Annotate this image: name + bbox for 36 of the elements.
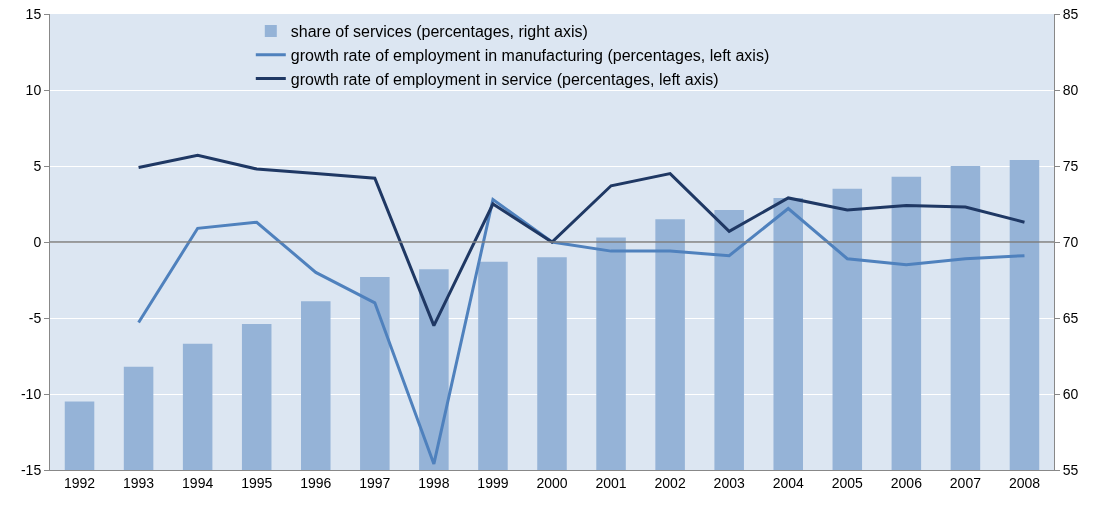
- y-tick-label: 5: [33, 157, 42, 174]
- x-tick-label: 1996: [300, 474, 332, 491]
- legend-label: share of services (percentages, right axis): [290, 23, 588, 41]
- y-tick-label: 10: [25, 81, 42, 98]
- y2-tick-label: 55: [1062, 461, 1079, 478]
- x-tick-label: 1992: [63, 474, 96, 491]
- legend-label: growth rate of employment in manufacturing (percentages, left axis): [290, 46, 770, 64]
- x-tick-label: 2003: [713, 474, 745, 491]
- x-tick-label: 2001: [595, 474, 627, 491]
- x-tick-label: 1997: [359, 474, 391, 491]
- x-tick-label: 2007: [949, 474, 982, 491]
- y-tick-label: -15: [20, 461, 42, 478]
- y-tick-label: 15: [25, 5, 42, 22]
- x-tick-label: 2006: [890, 474, 923, 491]
- y-tick-label: 0: [33, 233, 42, 250]
- x-tick-label: 1993: [123, 474, 155, 491]
- x-tick-label: 1998: [418, 474, 450, 491]
- line-series: [137, 153, 1026, 328]
- y2-tick-label: 85: [1062, 5, 1079, 22]
- x-tick-label: 2000: [536, 474, 568, 491]
- x-tick-label: 1999: [477, 474, 509, 491]
- x-tick-label: 2005: [831, 474, 864, 491]
- y2-tick-label: 80: [1062, 81, 1079, 98]
- x-tick-label: 1994: [182, 474, 214, 491]
- y-tick-label: -5: [28, 309, 42, 326]
- y2-tick-label: 70: [1062, 233, 1079, 250]
- y2-tick-label: 75: [1062, 157, 1079, 174]
- y-tick-label: -10: [20, 385, 42, 402]
- legend-label: growth rate of employment in service (percentages, left axis): [290, 70, 719, 88]
- x-tick-label: 1995: [241, 474, 273, 491]
- y2-tick-label: 65: [1062, 309, 1079, 326]
- x-tick-label: 2004: [772, 474, 805, 491]
- x-tick-label: 2002: [654, 474, 686, 491]
- x-tick-label: 2008: [1008, 474, 1041, 491]
- y2-tick-label: 60: [1062, 385, 1079, 402]
- line-series: [137, 197, 1026, 466]
